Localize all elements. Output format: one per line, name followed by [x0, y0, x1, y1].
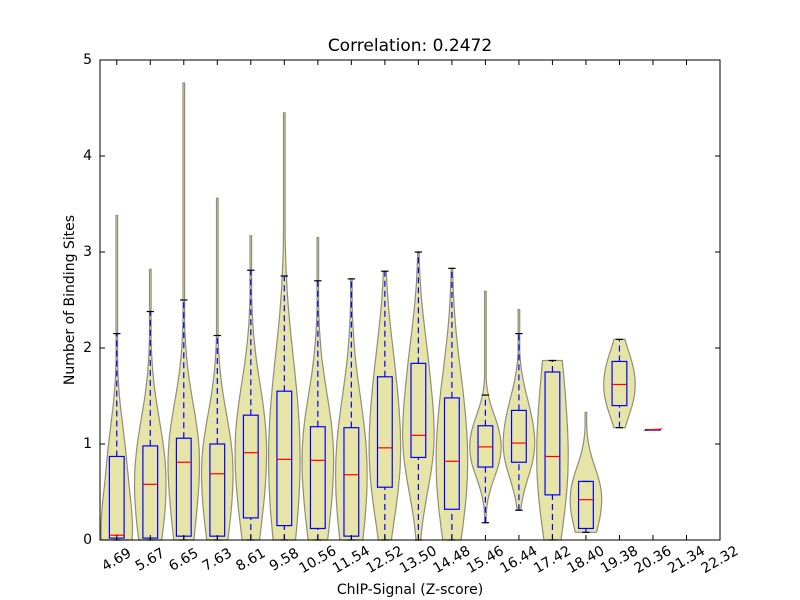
box [443, 397, 460, 510]
x-tick-label: 14.48 [431, 543, 474, 577]
x-tick-label: 10.56 [296, 543, 339, 577]
box [544, 371, 561, 496]
x-tick-label: 11.54 [330, 543, 373, 577]
x-tick-label: 13.50 [397, 543, 440, 577]
violin [334, 278, 368, 541]
x-tick-label: 22.32 [699, 543, 742, 577]
violin [536, 359, 569, 541]
violin [167, 82, 201, 541]
box [577, 480, 594, 530]
violin [435, 267, 469, 541]
plot-frame [99, 59, 721, 541]
x-tick-label: 6.65 [166, 545, 201, 574]
x-tick-label: 5.67 [133, 545, 168, 574]
box [376, 376, 393, 488]
box [309, 426, 326, 530]
chart-title: Correlation: 0.2472 [328, 36, 492, 56]
box [510, 409, 527, 463]
y-tick-label: 1 [83, 436, 92, 452]
violin [569, 411, 603, 533]
x-axis-label: ChIP-Signal (Z-score) [337, 582, 483, 598]
y-tick-label: 5 [83, 52, 92, 68]
x-tick-label: 8.61 [233, 545, 268, 574]
x-tick-label: 7.63 [200, 545, 235, 574]
y-tick-label: 4 [83, 148, 92, 164]
x-tick-label: 18.40 [565, 543, 608, 577]
x-tick-label: 15.46 [464, 543, 507, 577]
x-tick-label: 4.69 [99, 545, 134, 574]
x-tick-label: 9.58 [267, 545, 302, 574]
box [410, 362, 427, 459]
y-tick-label: 3 [83, 244, 92, 260]
x-tick-label: 17.42 [531, 543, 574, 577]
y-tick-label: 0 [83, 532, 92, 548]
violin [100, 214, 134, 541]
box [276, 390, 293, 527]
x-tick-label: 20.36 [632, 543, 675, 577]
y-axis-label: Number of Binding Sites [62, 215, 78, 385]
x-tick-label: 19.38 [598, 543, 641, 577]
x-tick-label: 16.44 [498, 543, 541, 577]
x-tick-label: 12.52 [364, 543, 407, 577]
box [611, 360, 628, 407]
y-tick-label: 2 [83, 340, 92, 356]
x-tick-label: 21.34 [665, 543, 708, 577]
box [242, 414, 259, 519]
